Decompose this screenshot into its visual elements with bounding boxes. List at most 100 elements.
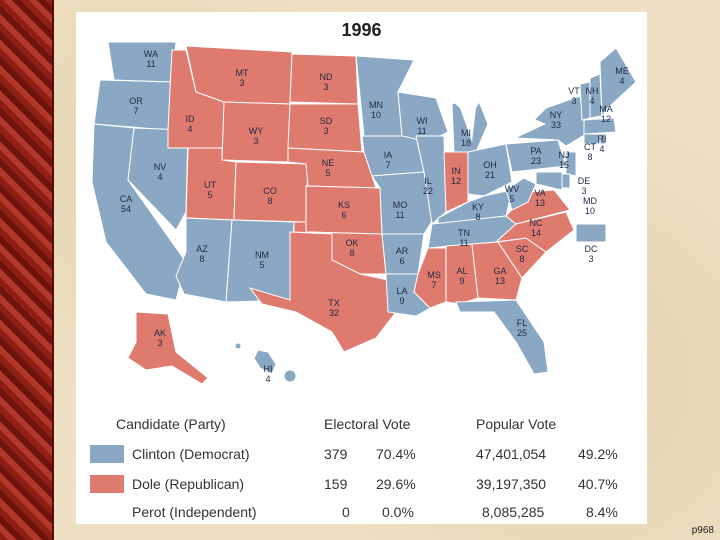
state-label-nv: NV 4 [154, 162, 167, 182]
state-label-hi: HI 4 [264, 364, 273, 384]
state-wv [505, 177, 537, 211]
state-label-ri: RI 4 [598, 134, 607, 154]
state-label-ms: MS 7 [427, 270, 441, 290]
election-map: WA 11 OR 7 CA 54 NV 4 ID 4 MT 3 WY 3 UT 5 CO 8 AZ 8 NM 5 ND 3 SD… [91, 41, 637, 385]
header-popular: Popular Vote [476, 416, 557, 432]
state-label-sc: SC 8 [516, 244, 529, 264]
state-label-mt: MT 3 [236, 68, 249, 88]
state-label-co: CO 8 [263, 186, 277, 206]
state-label-ma: MA 12 [599, 104, 613, 124]
state-label-nd: ND 3 [320, 72, 333, 92]
popular-pct: 8.4% [586, 504, 618, 520]
electoral-votes: 379 [324, 446, 348, 462]
state-label-az: AZ 8 [196, 244, 208, 264]
state-label-mo: MO 11 [393, 200, 408, 220]
state-label-tx: TX 32 [328, 298, 340, 318]
state-label-ct: CT 8 [584, 142, 596, 162]
state-ma [583, 117, 617, 135]
state-label-wa: WA 11 [144, 49, 158, 69]
great-lakes [416, 74, 506, 142]
state-label-la: LA 9 [396, 286, 407, 306]
state-ga [471, 241, 523, 301]
state-label-oh: OH 21 [483, 160, 497, 180]
popular-pct: 40.7% [578, 476, 618, 492]
state-label-ar: AR 6 [396, 246, 409, 266]
state-label-vt: VT 3 [568, 86, 580, 106]
state-label-nm: NM 5 [255, 250, 269, 270]
swatch-republican [90, 475, 124, 493]
page-number: p968 [691, 525, 714, 536]
state-nj [565, 151, 577, 177]
swatch-democrat [90, 445, 124, 463]
state-label-or: OR 7 [129, 96, 143, 116]
state-label-ga: GA 13 [493, 266, 506, 286]
state-label-ny: NY 33 [550, 110, 563, 130]
popular-votes: 47,401,054 [476, 446, 547, 462]
state-label-nh: NH 4 [586, 86, 599, 106]
state-label-pa: PA 23 [530, 146, 541, 166]
candidate-name: Perot (Independent) [132, 504, 257, 520]
popular-votes: 8,085,285 [482, 504, 545, 520]
electoral-pct: 0.0% [382, 504, 414, 520]
candidate-name: Dole (Republican) [132, 476, 245, 492]
state-md [535, 171, 563, 191]
legend-row-perot: Perot (Independent) 0 0.0% 8,085,285 8.4… [90, 500, 630, 526]
slide-content: 1996 [76, 12, 647, 524]
state-label-sd: SD 3 [320, 116, 333, 136]
state-label-wv: WV 5 [505, 184, 520, 204]
state-label-ne: NE 5 [322, 158, 335, 178]
legend-row-clinton: Clinton (Democrat) 379 70.4% 47,401,054 … [90, 442, 630, 468]
state-label-ok: OK 8 [345, 238, 358, 258]
decorative-border [0, 0, 54, 540]
state-label-ak: AK 3 [154, 328, 166, 348]
state-oh [467, 143, 513, 197]
state-label-me: ME 4 [615, 66, 629, 86]
state-label-ca: CA 54 [120, 194, 133, 214]
state-hi-island [234, 342, 242, 350]
state-label-wy: WY 3 [249, 126, 264, 146]
state-fl [455, 299, 549, 375]
lake-erie [488, 118, 546, 138]
state-ak [127, 311, 209, 385]
state-label-ut: UT 5 [204, 180, 216, 200]
electoral-pct: 29.6% [376, 476, 416, 492]
state-hi [253, 349, 277, 375]
map-title: 1996 [341, 20, 382, 40]
state-al [445, 243, 479, 305]
state-label-va: VA 13 [534, 188, 545, 208]
state-ia [361, 135, 425, 177]
electoral-pct: 70.4% [376, 446, 416, 462]
state-label-nc: NC 14 [530, 218, 543, 238]
legend-header: Candidate (Party) Electoral Vote Popular… [90, 412, 630, 438]
state-label-in: IN 12 [451, 166, 461, 186]
state-ri [599, 133, 607, 145]
state-label-id: ID 4 [186, 114, 196, 134]
state-label-ia: IA 7 [384, 150, 393, 170]
state-label-al: AL 9 [456, 266, 467, 286]
state-de [561, 173, 571, 189]
electoral-votes: 0 [342, 504, 350, 520]
state-label-mi: MI 18 [461, 128, 471, 148]
candidate-name: Clinton (Democrat) [132, 446, 250, 462]
state-label-il: IL 22 [423, 176, 433, 196]
state-label-md: MD 10 [583, 196, 597, 216]
state-label-fl: FL 25 [517, 318, 528, 338]
legend-row-dole: Dole (Republican) 159 29.6% 39,197,350 4… [90, 472, 630, 498]
state-me [599, 47, 637, 118]
state-label-ky: KY 8 [472, 202, 484, 222]
state-hi-island-big [283, 369, 297, 383]
header-electoral: Electoral Vote [324, 416, 411, 432]
state-label-mn: MN 10 [369, 100, 383, 120]
popular-votes: 39,197,350 [476, 476, 547, 492]
state-label-nj: NJ 15 [559, 150, 570, 170]
state-label-de: DE 3 [578, 176, 591, 196]
state-label-ks: KS 6 [338, 200, 350, 220]
electoral-votes: 159 [324, 476, 348, 492]
popular-pct: 49.2% [578, 446, 618, 462]
state-label-dc: DC 3 [585, 244, 598, 264]
state-tx [248, 231, 397, 353]
header-candidate: Candidate (Party) [116, 416, 226, 432]
state-dc-inset [575, 223, 607, 243]
state-label-wi: WI 11 [417, 116, 428, 136]
state-wa [107, 41, 177, 83]
